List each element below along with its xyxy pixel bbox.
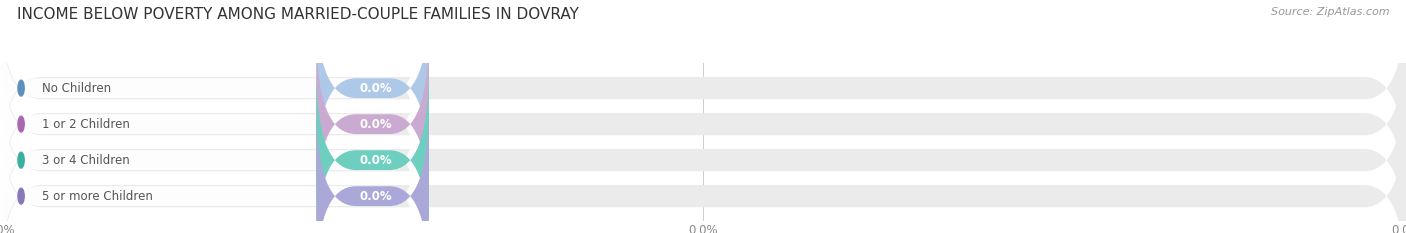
FancyBboxPatch shape (0, 0, 1406, 185)
Text: INCOME BELOW POVERTY AMONG MARRIED-COUPLE FAMILIES IN DOVRAY: INCOME BELOW POVERTY AMONG MARRIED-COUPL… (17, 7, 579, 22)
Circle shape (18, 188, 24, 204)
FancyBboxPatch shape (0, 99, 1406, 233)
Text: 0.0%: 0.0% (360, 118, 392, 131)
Text: 0.0%: 0.0% (360, 190, 392, 203)
FancyBboxPatch shape (0, 63, 1406, 233)
Text: Source: ZipAtlas.com: Source: ZipAtlas.com (1271, 7, 1389, 17)
Text: 5 or more Children: 5 or more Children (42, 190, 153, 203)
FancyBboxPatch shape (0, 105, 422, 233)
Text: No Children: No Children (42, 82, 111, 95)
Text: 0.0%: 0.0% (360, 82, 392, 95)
Circle shape (18, 152, 24, 168)
Text: 0.0%: 0.0% (360, 154, 392, 167)
Text: 1 or 2 Children: 1 or 2 Children (42, 118, 131, 131)
FancyBboxPatch shape (0, 69, 422, 233)
FancyBboxPatch shape (316, 0, 429, 179)
FancyBboxPatch shape (0, 33, 422, 215)
FancyBboxPatch shape (0, 27, 1406, 221)
Text: 3 or 4 Children: 3 or 4 Children (42, 154, 129, 167)
FancyBboxPatch shape (316, 69, 429, 233)
FancyBboxPatch shape (316, 33, 429, 215)
FancyBboxPatch shape (316, 105, 429, 233)
Circle shape (18, 80, 24, 96)
Circle shape (18, 116, 24, 132)
FancyBboxPatch shape (0, 0, 422, 179)
